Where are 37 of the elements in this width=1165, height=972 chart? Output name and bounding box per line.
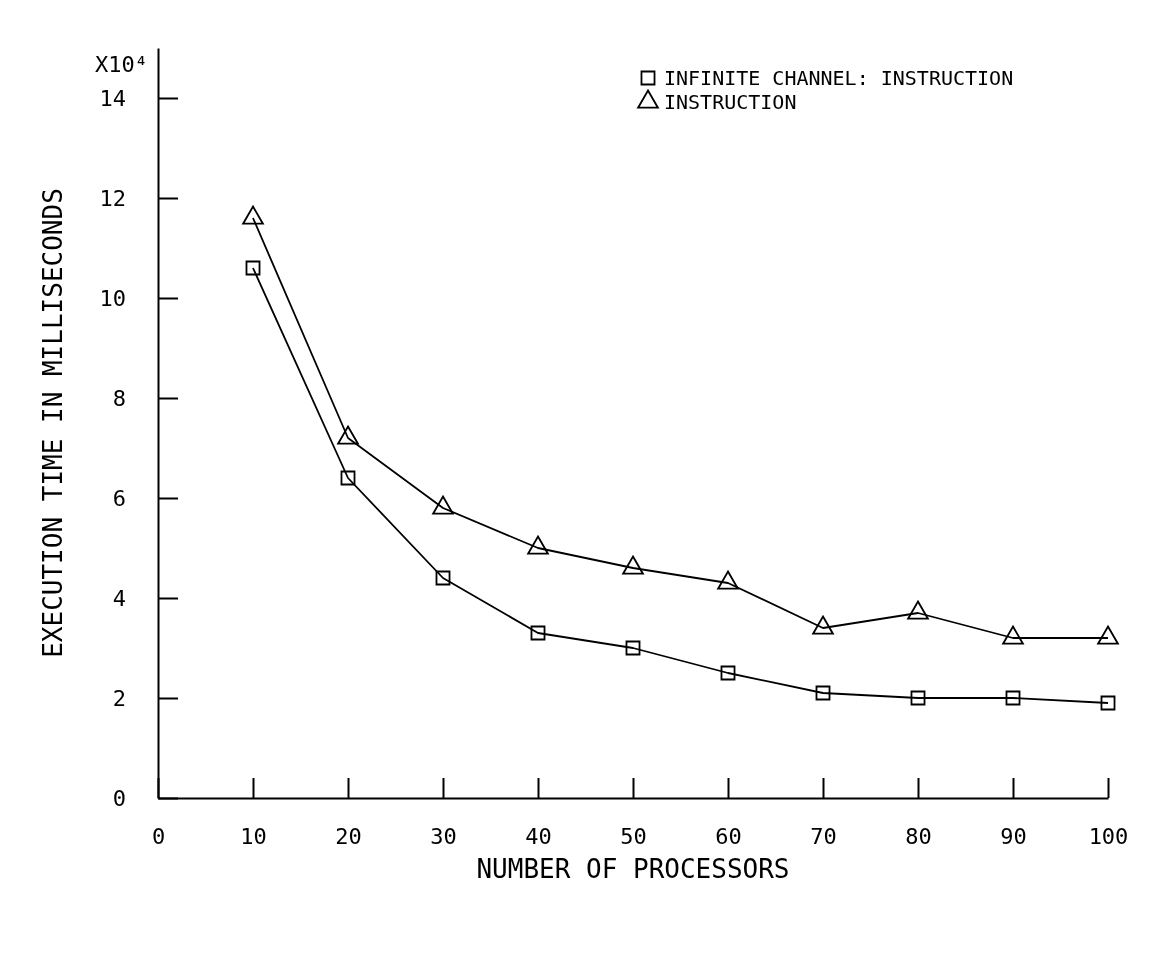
point — [530, 625, 546, 641]
point — [1005, 690, 1021, 706]
point — [1100, 695, 1116, 711]
x-tick-label: 60 — [715, 823, 742, 849]
legend-label: INFINITE CHANNEL: INSTRUCTION — [664, 66, 1014, 90]
y-tick-label: 14 — [99, 85, 126, 111]
point — [815, 685, 831, 701]
y-tick-label: 12 — [99, 185, 126, 211]
point — [242, 205, 264, 225]
point — [337, 425, 359, 445]
x-tick-label: 80 — [905, 823, 932, 849]
y-tick-label: 6 — [112, 485, 126, 511]
x-tick-label: 20 — [335, 823, 362, 849]
text: X10⁴ — [95, 52, 148, 77]
point — [625, 640, 641, 656]
x-tick-label: 70 — [810, 823, 837, 849]
y-tick-label: 2 — [112, 685, 126, 711]
x-tick-label: 10 — [240, 823, 267, 849]
x-axis-title: NUMBER OF PROCESSORS — [476, 854, 790, 884]
y-tick-label: 8 — [112, 385, 126, 411]
point — [432, 495, 454, 515]
y-tick-label: 4 — [112, 585, 126, 611]
point — [527, 535, 549, 555]
point — [435, 570, 451, 586]
legend-label: INSTRUCTION — [664, 90, 797, 114]
y-tick-label: 10 — [99, 285, 126, 311]
y-tick-label: 0 — [112, 785, 126, 811]
x-tick-label: 0 — [151, 823, 166, 849]
y-axis-title: EXECUTION TIME IN MILLISECONDS — [38, 188, 69, 658]
point — [910, 690, 926, 706]
point — [720, 665, 736, 681]
x-tick-label: 30 — [430, 823, 457, 849]
x-tick-label: 50 — [620, 823, 647, 849]
point — [340, 470, 356, 486]
x-tick-label: 40 — [525, 823, 552, 849]
x-tick-label: 90 — [1000, 823, 1027, 849]
x-tick-label: 100 — [1088, 823, 1129, 849]
